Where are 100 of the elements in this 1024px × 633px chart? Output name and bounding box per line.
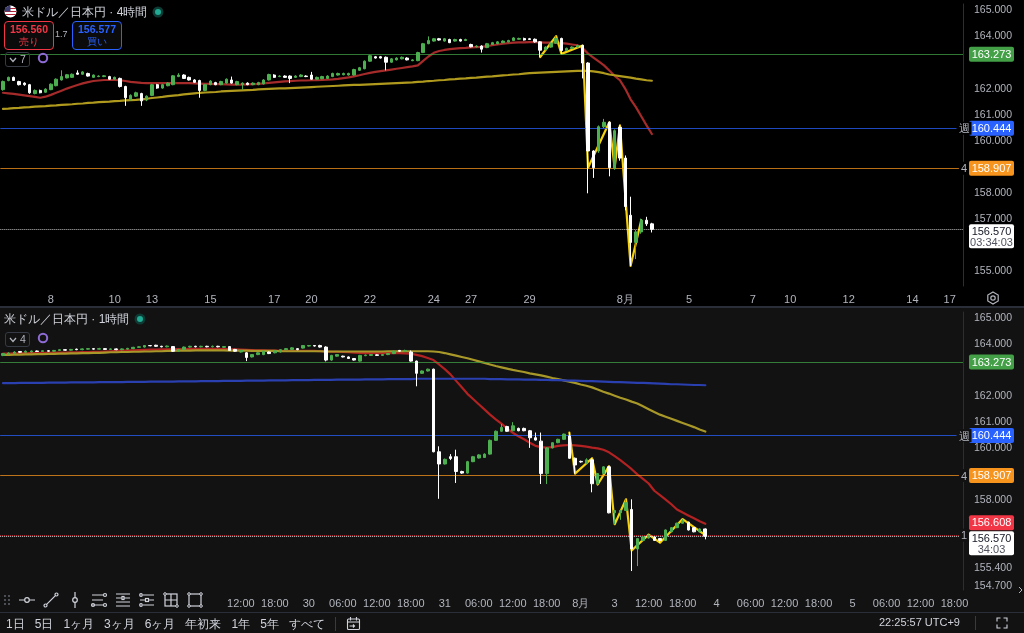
candlestick — [634, 229, 638, 260]
button: 156.577 買い — [72, 21, 122, 50]
candlestick — [586, 61, 590, 194]
candlestick — [222, 345, 226, 349]
annotation: 4 — [960, 469, 968, 482]
candlestick — [384, 55, 388, 71]
candlestick — [681, 518, 684, 525]
candlestick — [24, 349, 27, 354]
candlestick — [590, 457, 594, 493]
candlestick — [47, 349, 50, 353]
ref-line-label: 158.907 — [971, 469, 1012, 481]
candlestick — [517, 427, 520, 432]
candlestick — [647, 534, 650, 540]
annotation: 週 — [958, 429, 970, 442]
candlestick — [405, 56, 409, 61]
x-tick-label: 5 — [686, 292, 693, 305]
x-tick-label: 27 — [464, 292, 478, 305]
candlestick — [279, 348, 282, 354]
candlestick — [670, 526, 673, 533]
x-tick-label: 06:00 — [329, 596, 357, 609]
x-tick-label: 3 — [611, 596, 618, 609]
candlestick — [432, 37, 436, 43]
annotation: 1.7 — [55, 29, 68, 39]
candlestick — [39, 89, 42, 94]
candlestick — [182, 346, 186, 351]
candlestick — [262, 78, 265, 85]
x-tick-label: 22 — [363, 292, 377, 305]
candlestick — [692, 526, 696, 533]
x-tick-label: 18:00 — [804, 596, 833, 609]
x-tick-label: 8月 — [616, 292, 634, 305]
candlestick — [140, 92, 143, 107]
annotation: 週 — [958, 122, 970, 135]
candlestick — [443, 458, 447, 466]
candlestick — [301, 344, 305, 350]
candlestick — [1, 80, 5, 92]
candlestick — [374, 55, 377, 60]
candlestick — [126, 347, 129, 351]
x-tick-label: 7 — [749, 292, 756, 305]
candlestick — [331, 72, 334, 78]
candlestick — [544, 45, 547, 51]
candlestick — [698, 527, 701, 533]
candlestick — [480, 44, 483, 54]
candlestick — [454, 449, 458, 484]
candlestick — [505, 425, 509, 433]
candlestick — [102, 74, 106, 78]
text: 34:03 — [977, 542, 1006, 555]
candlestick — [570, 45, 574, 50]
candlestick — [165, 345, 169, 348]
candlestick — [675, 522, 679, 529]
candlestick — [551, 441, 554, 449]
candlestick — [214, 81, 217, 86]
line-series — [1, 347, 707, 525]
annotation: 156.577 — [78, 23, 116, 36]
candlestick — [415, 360, 418, 387]
candlestick — [664, 528, 667, 542]
candlestick — [273, 73, 276, 79]
candlestick — [177, 348, 180, 353]
candlestick — [219, 80, 223, 86]
y-tick-label: 164.000 — [974, 337, 1013, 350]
ref-line-label: 160.444 — [971, 121, 1012, 134]
candlestick — [496, 40, 499, 45]
candlestick — [239, 349, 243, 354]
annotation: 売り — [19, 35, 39, 47]
candlestick — [618, 124, 622, 162]
line-series — [1, 377, 707, 387]
candlestick — [471, 455, 475, 463]
candlestick — [69, 348, 73, 352]
candlestick — [466, 460, 469, 475]
candlestick — [273, 349, 277, 354]
candlestick — [143, 344, 146, 349]
candlestick — [469, 43, 473, 48]
x-tick-label: 10 — [784, 292, 797, 305]
candlestick — [398, 349, 401, 353]
candlestick — [613, 509, 616, 525]
candlestick — [485, 42, 489, 49]
candlestick — [313, 344, 316, 348]
candlestick — [560, 37, 563, 55]
candlestick — [390, 57, 393, 64]
candlestick — [602, 465, 605, 475]
y-tick-label: 155.000 — [974, 264, 1013, 277]
candlestick — [86, 72, 90, 78]
candlestick — [193, 78, 196, 84]
x-tick-label: 12:00 — [498, 596, 527, 609]
candlestick — [113, 76, 116, 81]
x-tick-label: 12:00 — [770, 596, 799, 609]
candlestick — [511, 421, 515, 432]
candlestick — [17, 80, 21, 86]
candlestick — [545, 446, 549, 485]
candlestick — [145, 94, 148, 102]
y-tick-label: 164.000 — [974, 29, 1013, 42]
candlestick — [81, 70, 84, 76]
y-tick-label: 161.000 — [974, 415, 1013, 428]
candlestick — [477, 453, 481, 460]
x-tick-label: 18:00 — [668, 596, 697, 609]
x-tick-label: 12:00 — [363, 596, 391, 609]
x-tick-label: 30 — [302, 596, 315, 609]
candlestick — [262, 350, 265, 356]
candlestick — [310, 71, 313, 81]
y-tick-label: 158.000 — [974, 186, 1013, 198]
candlestick — [534, 432, 537, 442]
